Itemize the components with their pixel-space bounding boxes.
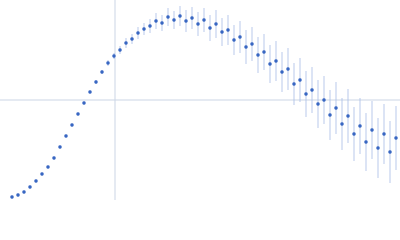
data-point: [64, 134, 68, 138]
data-point: [136, 31, 140, 35]
data-point: [214, 22, 218, 26]
data-point: [256, 53, 260, 57]
data-point: [52, 156, 56, 160]
data-point: [292, 82, 296, 86]
data-point: [58, 145, 62, 149]
data-point: [238, 35, 242, 39]
data-point: [76, 112, 80, 116]
data-point: [196, 22, 200, 26]
data-point: [286, 67, 290, 71]
data-point: [250, 42, 254, 46]
data-point: [82, 101, 86, 105]
data-point: [274, 59, 278, 63]
data-point: [376, 146, 380, 150]
data-point: [232, 38, 236, 42]
data-point: [334, 106, 338, 110]
data-point: [94, 80, 98, 84]
data-point: [40, 172, 44, 176]
data-point: [340, 122, 344, 126]
data-point: [382, 132, 386, 136]
data-point: [154, 19, 158, 23]
data-point: [358, 124, 362, 128]
data-point: [364, 140, 368, 144]
data-point: [322, 98, 326, 102]
data-point: [142, 27, 146, 31]
data-point: [172, 18, 176, 22]
chart: [0, 0, 400, 200]
data-point: [178, 14, 182, 18]
data-point: [130, 37, 134, 41]
data-point: [328, 113, 332, 117]
data-point: [160, 21, 164, 25]
data-point: [268, 62, 272, 66]
data-point: [88, 90, 92, 94]
data-point: [124, 41, 128, 45]
data-point: [298, 78, 302, 82]
data-point: [106, 61, 110, 65]
data-point: [70, 123, 74, 127]
data-point: [394, 136, 398, 140]
data-point: [208, 26, 212, 30]
data-point: [346, 114, 350, 118]
data-point: [100, 70, 104, 74]
data-point: [166, 15, 170, 19]
data-point: [202, 18, 206, 22]
data-point: [244, 45, 248, 49]
data-point: [46, 165, 50, 169]
data-point: [22, 190, 26, 194]
data-point: [28, 185, 32, 189]
data-point: [148, 24, 152, 28]
data-point: [118, 48, 122, 52]
data-point: [262, 50, 266, 54]
data-point: [304, 92, 308, 96]
data-point: [34, 179, 38, 183]
data-point: [352, 132, 356, 136]
data-point: [10, 195, 14, 199]
data-point: [388, 150, 392, 154]
data-point: [184, 19, 188, 23]
data-point: [190, 16, 194, 20]
data-point: [226, 28, 230, 32]
data-point: [112, 54, 116, 58]
data-point: [370, 128, 374, 132]
data-point: [220, 30, 224, 34]
data-point: [310, 88, 314, 92]
data-point: [16, 193, 20, 197]
data-point: [280, 70, 284, 74]
data-point: [316, 102, 320, 106]
